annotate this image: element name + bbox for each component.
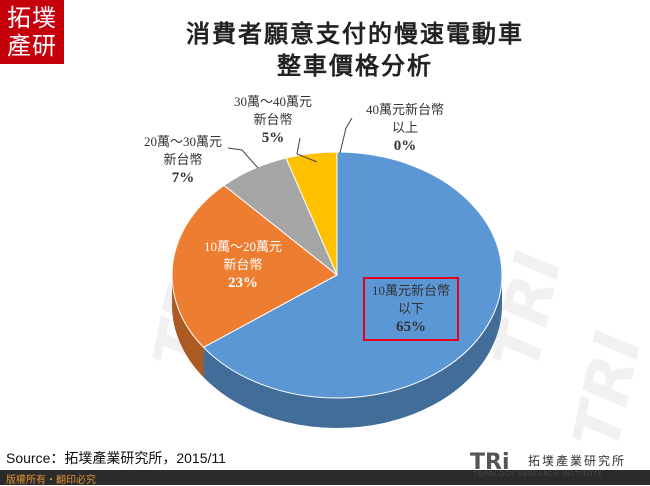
slice-label-20-30: 20萬～30萬元 新台幣 7% — [128, 133, 238, 187]
slice-pct-40plus: 0% — [393, 138, 417, 154]
leader-line-40plus — [339, 117, 353, 154]
slice-label-10-20: 10萬～20萬元 新台幣 23% — [178, 238, 308, 292]
chart-title-line-1: 消費者願意支付的慢速電動車 — [186, 19, 524, 48]
slice-pct-20-30: 7% — [171, 170, 195, 186]
slice-label-40plus-line2: 以上 — [391, 120, 418, 135]
logo: 拓墣 產研 — [0, 0, 64, 64]
slice-30-40 — [285, 151, 338, 276]
slice-label-40plus: 40萬元新台幣 以上 0% — [350, 101, 460, 155]
brand-logo: TRi 拓墣產業研究所 TOPOLOGY RESEARCH INSTITUTE — [470, 450, 645, 484]
brand-name-cn: 拓墣產業研究所 — [528, 454, 627, 468]
slice-label-20-30-line1: 20萬～30萬元 — [143, 134, 222, 149]
source-note: Source：拓墣產業研究所，2015/11 — [6, 450, 226, 466]
logo-line-2: 產研 — [7, 32, 57, 60]
brand-mark: TRi — [470, 450, 510, 475]
slice-side-lt10 — [203, 275, 502, 428]
slice-label-30-40: 30萬～40萬元 新台幣 5% — [218, 93, 328, 147]
slice-label-30-40-line1: 30萬～40萬元 — [233, 94, 312, 109]
slice-pct-lt10: 65% — [396, 319, 426, 335]
slice-pct-30-40: 5% — [261, 130, 285, 146]
chart-title-line-2: 整車價格分析 — [277, 51, 433, 80]
slice-label-lt10-line2: 以下 — [397, 301, 424, 316]
slice-lt10 — [202, 151, 503, 399]
slice-label-40plus-line1: 40萬元新台幣 — [365, 102, 444, 117]
slice-pct-10-20: 23% — [228, 275, 258, 291]
slice-10-20 — [171, 184, 338, 348]
slice-label-30-40-line2: 新台幣 — [253, 112, 293, 127]
leader-line-30-40 — [296, 137, 318, 163]
slice-label-10-20-line1: 10萬～20萬元 — [203, 239, 282, 254]
slice-label-lt10-line1: 10萬元新台幣 — [371, 283, 450, 298]
slice-side-10-20 — [172, 275, 204, 378]
logo-line-1: 拓墣 — [7, 4, 57, 32]
slice-label-20-30-line2: 新台幣 — [163, 152, 203, 167]
brand-name-en: TOPOLOGY RESEARCH INSTITUTE — [473, 470, 603, 478]
slice-label-10-20-line2: 新台幣 — [223, 257, 263, 272]
slice-label-lt10: 10萬元新台幣 以下 65% — [363, 277, 459, 341]
leader-line-20-30 — [227, 147, 259, 169]
copyright-notice: 版權所有・翻印必究 — [6, 475, 96, 486]
footer-bar — [0, 470, 650, 485]
